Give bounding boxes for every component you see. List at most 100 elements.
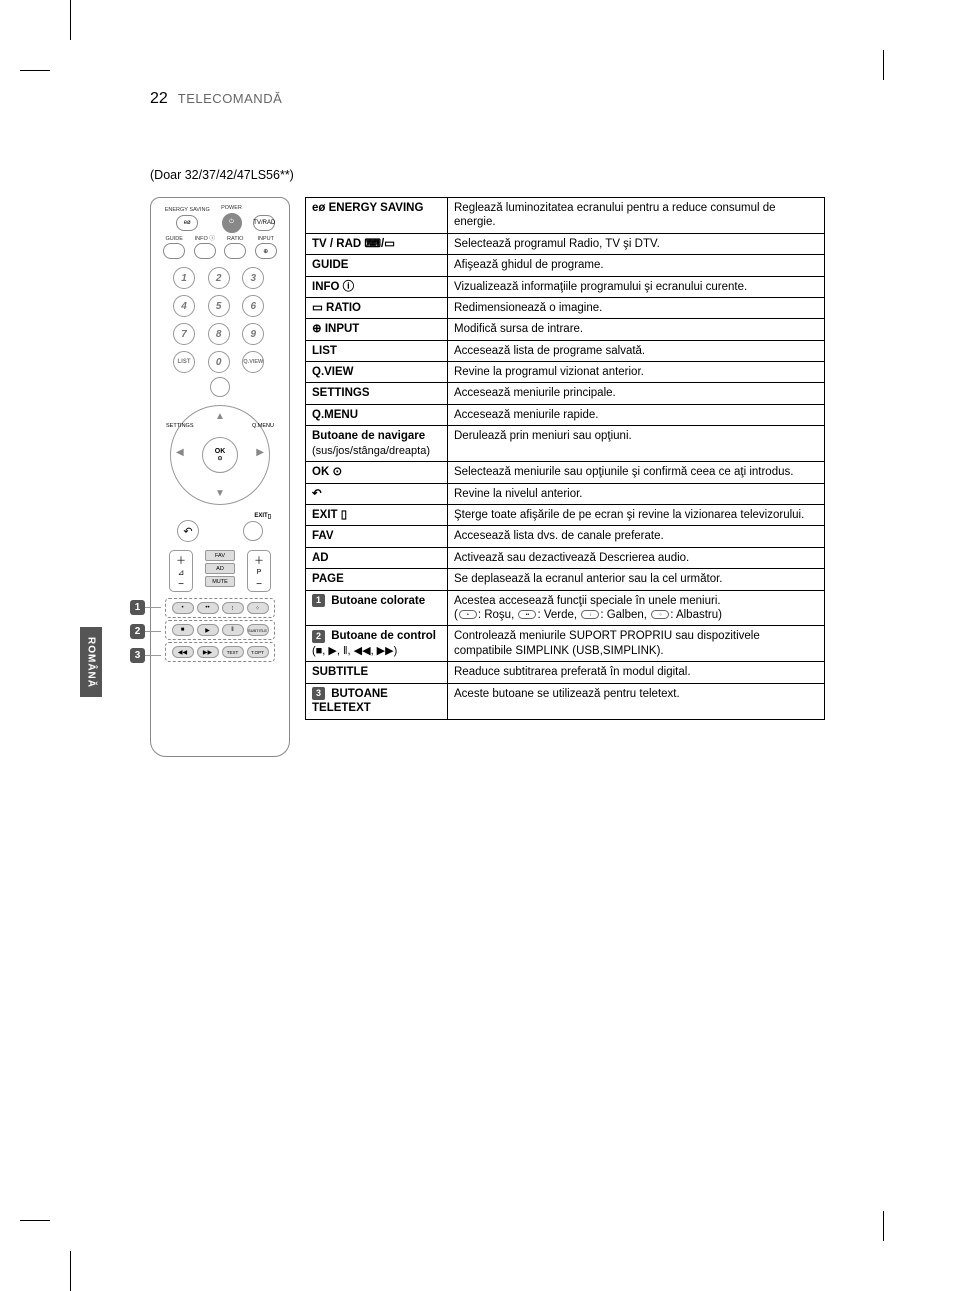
table-key: ⊕ INPUT <box>306 319 448 340</box>
red-btn: • <box>172 602 194 614</box>
tvrad-btn: TV/RAD <box>253 215 275 231</box>
table-row: TV / RAD ⌨/▭Selectează programul Radio, … <box>306 233 825 254</box>
table-value: Vizualizează informaţiile programului şi… <box>448 276 825 297</box>
table-value: Controlează meniurile SUPORT PROPRIU sau… <box>448 626 825 662</box>
exit-label: EXIT <box>254 513 267 520</box>
color-buttons-group: • •• ⁝ ⁘ <box>165 598 275 618</box>
table-key: SETTINGS <box>306 383 448 404</box>
page-number: 22 <box>150 90 168 108</box>
table-key: LIST <box>306 340 448 361</box>
power-btn: ⏻ <box>222 213 242 233</box>
fav-btn: FAV <box>205 550 235 561</box>
table-key: Q.MENU <box>306 404 448 425</box>
table-key: 2 Butoane de control(■, ▶, ‖, ◀◀, ▶▶) <box>306 626 448 662</box>
green-btn: •• <box>197 602 219 614</box>
num-0: 0 <box>208 351 230 373</box>
play-btn: ▶ <box>197 624 219 636</box>
table-value: Activează sau dezactivează Descrierea au… <box>448 547 825 568</box>
ad-btn: AD <box>205 563 235 574</box>
table-row: SETTINGSAccesează meniurile principale. <box>306 383 825 404</box>
table-row: INFO ⓘVizualizează informaţiile programu… <box>306 276 825 297</box>
table-value: Accesează lista dvs. de canale preferate… <box>448 526 825 547</box>
table-row: ⊕ INPUTModifică sursa de intrare. <box>306 319 825 340</box>
table-value: Derulează prin meniuri sau opţiuni. <box>448 426 825 462</box>
blue-btn: ⁘ <box>247 602 269 614</box>
table-row: 3 BUTOANE TELETEXTAceste butoane se util… <box>306 683 825 719</box>
table-row: LISTAccesează lista de programe salvată. <box>306 340 825 361</box>
functions-table: eø ENERGY SAVINGReglează luminozitatea e… <box>305 197 825 720</box>
energy-label: ENERGY SAVING <box>165 208 210 214</box>
nav-down-icon: ▼ <box>215 488 225 499</box>
back-btn: ↶ <box>177 520 199 542</box>
table-row: Q.VIEWRevine la programul vizionat anter… <box>306 362 825 383</box>
premenu-btn <box>210 377 230 397</box>
power-label: POWER <box>221 206 242 212</box>
num-7: 7 <box>173 323 195 345</box>
table-key: SUBTITLE <box>306 662 448 683</box>
table-key: GUIDE <box>306 255 448 276</box>
mute-btn: MUTE <box>205 576 235 587</box>
list-btn: LIST <box>173 351 195 373</box>
yellow-btn: ⁝ <box>222 602 244 614</box>
table-key: 3 BUTOANE TELETEXT <box>306 683 448 719</box>
stop-btn: ■ <box>172 624 194 636</box>
table-value: Redimensionează o imagine. <box>448 297 825 318</box>
ok-btn: OK⊙ <box>202 437 238 473</box>
guide-btn <box>163 243 185 259</box>
table-value: Aceste butoane se utilizează pentru tele… <box>448 683 825 719</box>
ff-btn: ▶▶ <box>197 646 219 658</box>
text-btn: TEXT <box>222 646 244 658</box>
table-key: FAV <box>306 526 448 547</box>
table-value: Accesează lista de programe salvată. <box>448 340 825 361</box>
table-value: Revine la nivelul anterior. <box>448 483 825 504</box>
table-key: Butoane de navigare(sus/jos/stânga/dreap… <box>306 426 448 462</box>
table-value: Afişează ghidul de programe. <box>448 255 825 276</box>
nav-left-icon: ◀ <box>176 447 184 458</box>
nav-pad: SETTINGS Q.MENU ▲ ▼ ◀ ▶ OK⊙ <box>170 405 270 505</box>
callout-3: 3 <box>130 648 145 663</box>
info-btn <box>194 243 216 259</box>
table-row: OK ⊙Selectează meniurile sau opţiunile ş… <box>306 462 825 483</box>
table-key: OK ⊙ <box>306 462 448 483</box>
table-key: eø ENERGY SAVING <box>306 198 448 234</box>
num-3: 3 <box>242 267 264 289</box>
num-9: 9 <box>242 323 264 345</box>
table-row: GUIDEAfişează ghidul de programe. <box>306 255 825 276</box>
remote-illustration: ENERGY SAVINGeø POWER⏻ TV/RAD GUIDE INFO… <box>150 197 290 757</box>
table-key: 1 Butoane colorate <box>306 590 448 626</box>
table-key: PAGE <box>306 569 448 590</box>
table-value: Se deplasează la ecranul anterior sau la… <box>448 569 825 590</box>
pause-btn: ‖ <box>222 624 244 636</box>
exit-btn <box>243 521 263 541</box>
page-btn: ＋P− <box>247 550 271 592</box>
nav-right-icon: ▶ <box>256 447 264 458</box>
table-row: FAVAccesează lista dvs. de canale prefer… <box>306 526 825 547</box>
table-key: AD <box>306 547 448 568</box>
input-btn: ⊕ <box>255 243 277 259</box>
table-row: EXIT ▯Şterge toate afişările de pe ecran… <box>306 505 825 526</box>
number-pad: 1 2 3 4 5 6 7 8 9 LIST 0 Q.VIEW <box>159 263 281 377</box>
table-row: ADActivează sau dezactivează Descrierea … <box>306 547 825 568</box>
page-header: 22 TELECOMANDĂ <box>150 90 839 108</box>
table-value: Acestea accesează funcţii speciale în un… <box>448 590 825 626</box>
table-row: Butoane de navigare(sus/jos/stânga/dreap… <box>306 426 825 462</box>
table-value: Readuce subtitrarea preferată în modul d… <box>448 662 825 683</box>
table-value: Revine la programul vizionat anterior. <box>448 362 825 383</box>
table-row: ▭ RATIORedimensionează o imagine. <box>306 297 825 318</box>
table-value: Selectează meniurile sau opţiunile şi co… <box>448 462 825 483</box>
table-key: TV / RAD ⌨/▭ <box>306 233 448 254</box>
control-buttons-group: ■ ▶ ‖ SUBTITLE <box>165 620 275 640</box>
num-5: 5 <box>208 295 230 317</box>
topt-btn: T.OPT <box>247 646 269 658</box>
num-4: 4 <box>173 295 195 317</box>
table-value: Selectează programul Radio, TV şi DTV. <box>448 233 825 254</box>
vol-btn: ＋⊿− <box>169 550 193 592</box>
num-8: 8 <box>208 323 230 345</box>
section-title: TELECOMANDĂ <box>178 91 282 106</box>
nav-up-icon: ▲ <box>215 411 225 422</box>
table-row: eø ENERGY SAVINGReglează luminozitatea e… <box>306 198 825 234</box>
table-key: ▭ RATIO <box>306 297 448 318</box>
table-value: Accesează meniurile rapide. <box>448 404 825 425</box>
teletext-buttons-group: ◀◀ ▶▶ TEXT T.OPT <box>165 642 275 662</box>
table-key: INFO ⓘ <box>306 276 448 297</box>
